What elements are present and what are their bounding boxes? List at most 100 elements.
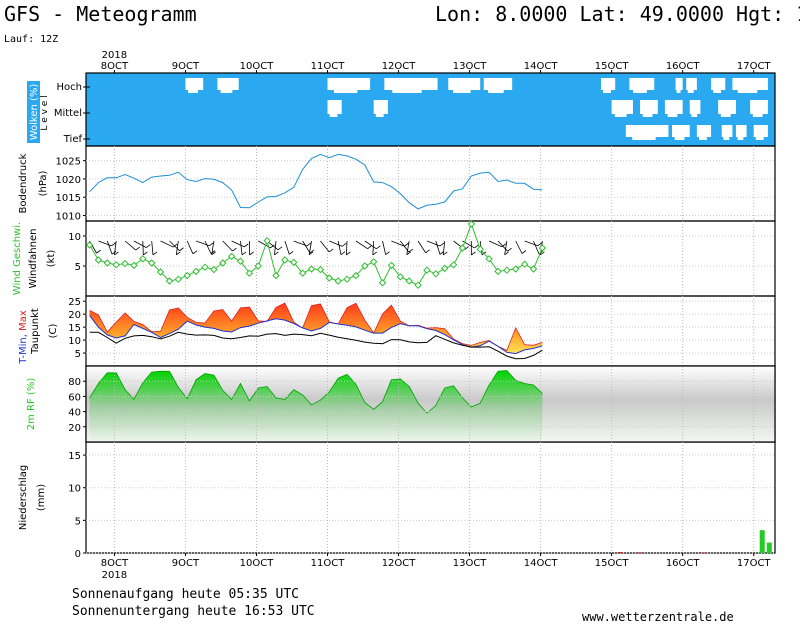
- x-tick-label-bottom: 11OCT: [311, 558, 346, 569]
- wind-barb: [329, 240, 343, 247]
- y-tick-label: 5: [75, 516, 81, 527]
- pressure-axis-label: Bodendruck: [18, 153, 29, 213]
- wind-barb: [439, 242, 445, 247]
- wind-barb: [341, 243, 347, 247]
- cloud-axis-label: Wolken (%): [29, 84, 40, 141]
- y-tick-label: 60: [68, 392, 81, 403]
- wind-speed-point: [352, 271, 360, 280]
- wind-speed-point: [103, 259, 112, 267]
- chart-title: GFS - Meteogramm: [4, 2, 197, 26]
- cloud-clear-hoch: [676, 88, 681, 93]
- wind-barb: [355, 240, 368, 249]
- cloud-clear-mittel: [750, 100, 768, 114]
- y-tick-label: 1025: [56, 157, 81, 168]
- cloud-clear-hoch: [686, 78, 697, 90]
- site-credit: www.wetterzentrale.de: [582, 610, 734, 624]
- wind-barb: [345, 240, 348, 256]
- x-tick-label-bottom: 9OCT: [172, 558, 200, 569]
- wind-barb: [106, 240, 113, 255]
- wind-speed-point: [467, 220, 476, 228]
- wind-barb: [135, 246, 140, 251]
- y-tick-label: 1020: [56, 175, 81, 186]
- wind-speed-point: [281, 256, 289, 264]
- y-tick-label: 25: [68, 297, 81, 308]
- y-tick-label: 10: [68, 484, 81, 495]
- cloud-axis-sub-label: L e v e l: [40, 95, 50, 130]
- cloud-clear-tief: [753, 125, 768, 137]
- cloud-clear-tief: [632, 135, 656, 140]
- wind-speed-point: [458, 244, 467, 252]
- wind-speed-point: [130, 261, 138, 270]
- wind-speed-point: [343, 275, 351, 283]
- wind-barb: [152, 251, 158, 256]
- wind-barb: [270, 244, 275, 249]
- x-tick-label-top: 10OCT: [240, 61, 275, 72]
- cloud-clear-mittel: [718, 100, 736, 114]
- cloud-clear-hoch: [188, 88, 198, 93]
- wind-speed-point: [432, 270, 440, 278]
- wind-speed-point: [165, 277, 174, 285]
- cloud-level-label: Mittel: [54, 108, 82, 119]
- wind-barb: [241, 251, 247, 256]
- cloud-clear-tief: [696, 125, 712, 137]
- cloud-clear-mittel: [752, 112, 763, 117]
- wind-barb: [111, 242, 116, 247]
- wind-speed-point: [263, 237, 271, 245]
- wind-barb: [308, 240, 312, 255]
- wind-speed-line: [89, 222, 543, 286]
- wind-barb: [96, 249, 101, 254]
- wind-barb: [435, 240, 441, 255]
- cloud-clear-hoch: [713, 88, 722, 93]
- wind-barb: [289, 250, 294, 255]
- wind-barb: [240, 240, 243, 255]
- wind-speed-point: [414, 281, 422, 289]
- wind-speed-point: [369, 258, 378, 266]
- wind-barb: [464, 246, 469, 250]
- wind-barb: [504, 240, 508, 255]
- y-tick-label: 20: [68, 310, 81, 321]
- wind-barb: [160, 240, 174, 248]
- x-tick-label-top: 16OCT: [666, 61, 701, 72]
- sunrise-text: Sonnenaufgang heute 05:35 UTC: [72, 587, 299, 602]
- wind-barb: [521, 250, 527, 254]
- wind-barb: [408, 248, 414, 253]
- cloud-clear-tief: [755, 135, 764, 140]
- wind-barb: [372, 240, 375, 255]
- cloud-level-label: Hoch: [57, 82, 82, 93]
- cloud-clear-tief: [723, 135, 730, 140]
- dewpoint-axis-label: Taupunkt: [30, 308, 41, 355]
- x-tick-label-bottom: 10OCT: [240, 558, 275, 569]
- model-run-label: Lauf: 12Z: [4, 34, 59, 45]
- wind-speed-point: [192, 267, 200, 276]
- wind-barb: [176, 251, 181, 256]
- wind-barb: [364, 240, 377, 250]
- wind-barb: [372, 251, 378, 256]
- wind-barb: [507, 247, 512, 252]
- temperature-unit-label: (C): [48, 324, 59, 339]
- wind-barb: [524, 240, 538, 247]
- wind-barb: [328, 248, 334, 253]
- wind-barb: [175, 240, 179, 255]
- temperature-axis-label: T-Min, Max: [18, 310, 29, 365]
- wind-speed-point: [201, 263, 209, 271]
- wind-barb: [537, 242, 543, 247]
- wind-barb: [244, 243, 249, 248]
- wind-barb: [192, 250, 198, 255]
- wind-speed-point: [423, 266, 431, 274]
- y-tick-label: 40: [68, 408, 81, 419]
- wind-speed-point: [325, 274, 333, 282]
- cloud-clear-tief: [737, 135, 744, 140]
- y-tick-label: 15: [68, 451, 81, 462]
- cloud-clear-mittel: [373, 100, 388, 114]
- wind-barb: [515, 240, 523, 254]
- y-tick-label: 5: [75, 349, 81, 360]
- cloud-clear-hoch: [483, 78, 513, 90]
- wind-speed-point: [494, 267, 502, 276]
- x-tick-label-top: 12OCT: [382, 61, 417, 72]
- wind-speed-point: [440, 264, 449, 273]
- x-tick-label-top: 8OCT: [101, 61, 129, 72]
- y-tick-label: 10: [68, 232, 81, 243]
- wind-speed-point: [219, 259, 227, 267]
- panel-frame-precipitation: [85, 441, 776, 554]
- x-tick-label-top: 13OCT: [453, 61, 488, 72]
